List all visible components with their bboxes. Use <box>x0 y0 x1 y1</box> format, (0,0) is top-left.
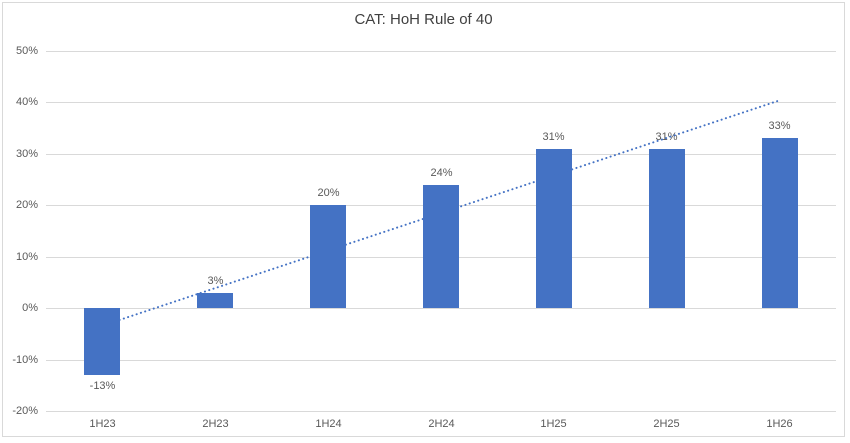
data-label: 31% <box>542 131 565 143</box>
data-label: 20% <box>317 187 340 199</box>
data-label: 24% <box>430 167 453 179</box>
x-axis-tick-label: 1H23 <box>89 418 116 430</box>
bar-1H24 <box>310 205 346 308</box>
x-axis-tick-label: 2H23 <box>202 418 229 430</box>
y-axis-tick-label: 40% <box>15 96 38 108</box>
gridline <box>46 51 836 52</box>
x-axis-tick-label: 1H25 <box>540 418 567 430</box>
gridline <box>46 154 836 155</box>
bar-2H25 <box>649 149 685 308</box>
y-axis-tick-label: 0% <box>22 302 38 314</box>
gridline <box>46 411 836 412</box>
bar-1H26 <box>762 138 798 308</box>
data-label: 33% <box>768 120 791 132</box>
bar-1H23 <box>84 308 120 375</box>
chart-title: CAT: HoH Rule of 40 <box>354 11 493 28</box>
y-axis-tick-label: 20% <box>15 199 38 211</box>
y-axis-tick-label: 10% <box>15 251 38 263</box>
gridline <box>46 308 836 309</box>
x-axis-tick-label: 1H24 <box>315 418 342 430</box>
bar-2H23 <box>197 293 233 308</box>
bar-2H24 <box>423 185 459 308</box>
y-axis-tick-label: 30% <box>15 148 38 160</box>
data-label: -13% <box>89 380 116 392</box>
gridline <box>46 360 836 361</box>
y-axis-tick-label: -20% <box>12 405 38 417</box>
y-axis-tick-label: -10% <box>12 354 38 366</box>
gridline <box>46 102 836 103</box>
x-axis-tick-label: 2H24 <box>428 418 455 430</box>
trendline <box>101 99 781 327</box>
x-axis-tick-label: 1H26 <box>766 418 793 430</box>
bar-1H25 <box>536 149 572 308</box>
x-axis-tick-label: 2H25 <box>653 418 680 430</box>
y-axis-tick-label: 50% <box>15 45 38 57</box>
chart-container: CAT: HoH Rule of 40 -13% 3% 20% 24% 31% 31% 33… <box>2 2 845 437</box>
plot-area: -13% 3% 20% 24% 31% 31% 33% <box>46 51 836 412</box>
data-label: 3% <box>207 275 224 287</box>
